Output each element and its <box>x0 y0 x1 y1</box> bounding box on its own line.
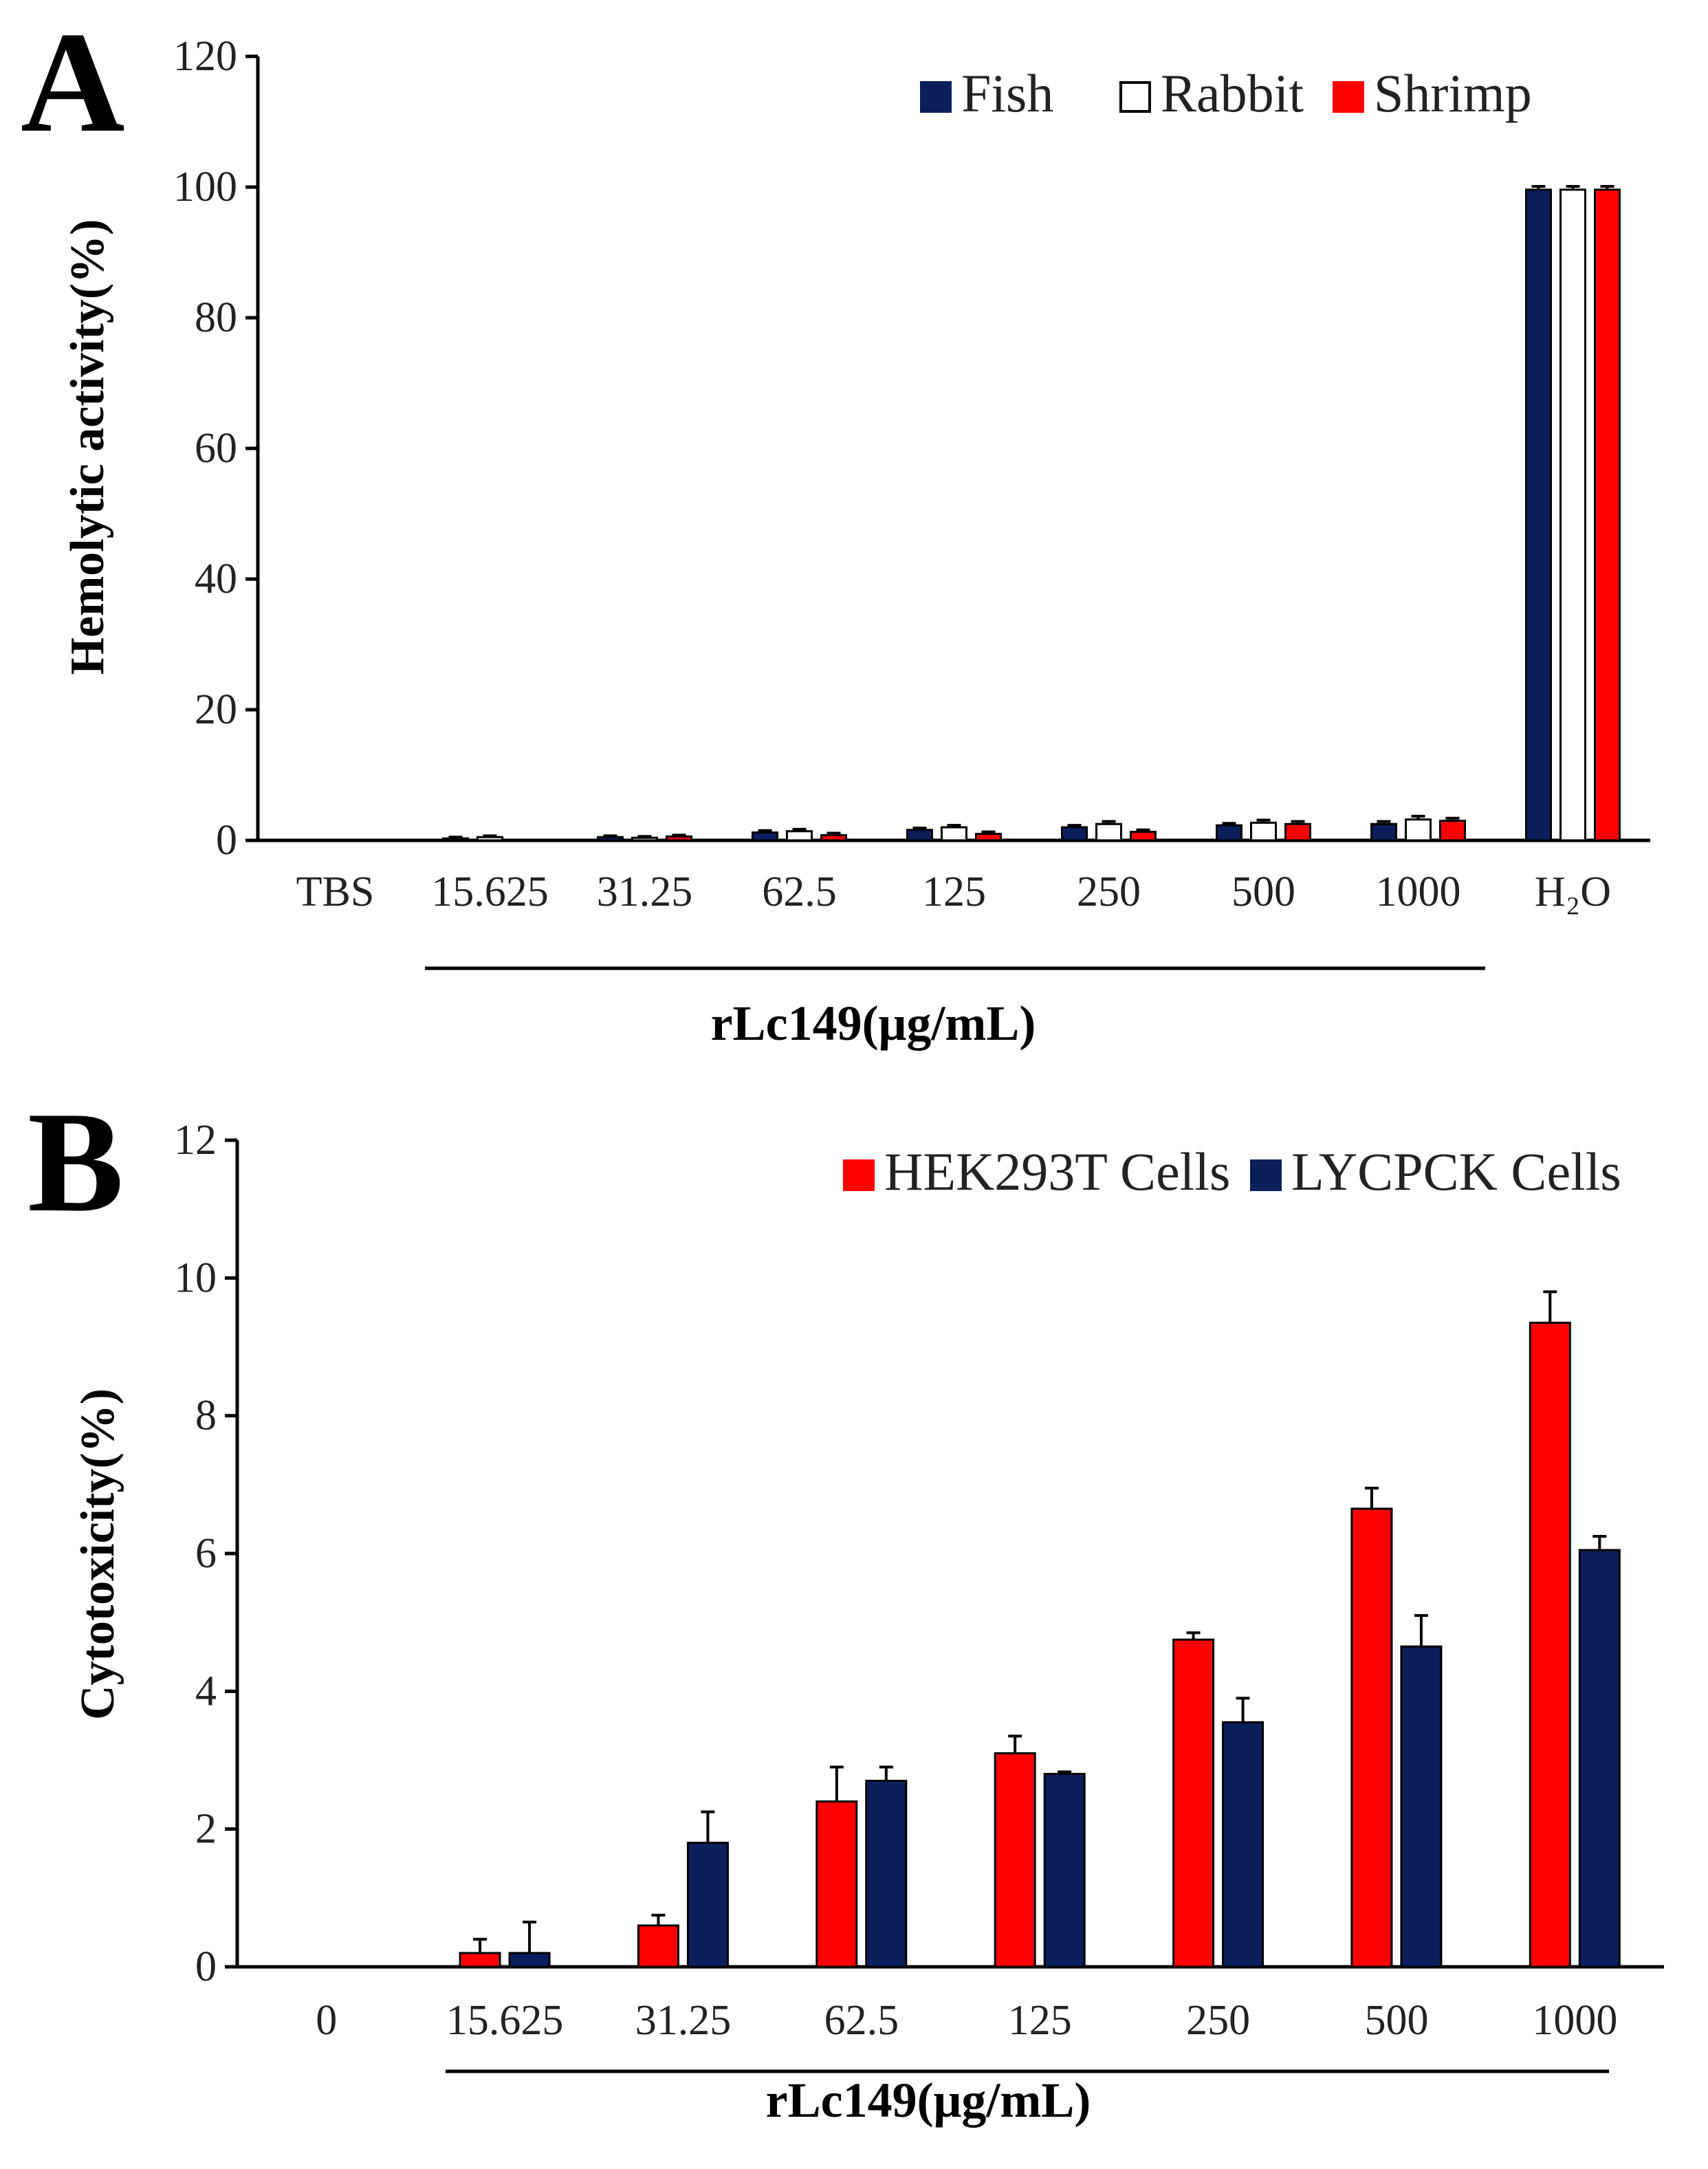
bar <box>865 1780 908 1968</box>
bar <box>1439 820 1466 842</box>
y-tick-label: 12 <box>174 1117 217 1164</box>
bar <box>631 836 658 842</box>
bar <box>1216 824 1242 842</box>
legend-swatch <box>1119 81 1151 113</box>
bar <box>994 1752 1036 1968</box>
bar <box>975 833 1002 842</box>
y-tick-label: 20 <box>195 686 237 733</box>
y-tick-label: 4 <box>195 1668 217 1714</box>
y-tick-label: 0 <box>216 817 237 864</box>
bar <box>786 830 813 842</box>
panel-a-ylabel: Hemolytic activity(%) <box>61 219 114 675</box>
bar <box>820 833 847 842</box>
x-tick-label: 250 <box>1186 1997 1250 2044</box>
bar <box>1284 822 1311 842</box>
x-tick-label: 31.25 <box>597 869 693 915</box>
bar <box>941 826 967 842</box>
x-tick-label: 1000 <box>1376 869 1461 915</box>
y-tick-label: 0 <box>195 1943 217 1990</box>
y-tick-label: 120 <box>173 33 237 80</box>
legend-entry: Fish <box>961 63 1053 123</box>
bar <box>1370 822 1397 842</box>
bar <box>1594 188 1621 842</box>
x-tick-label: 250 <box>1077 869 1141 915</box>
bar <box>508 1952 551 1968</box>
legend-entry: HEK293T Cells <box>884 1142 1230 1201</box>
bar <box>1578 1549 1621 1968</box>
legend-entry: Rabbit <box>1161 63 1304 123</box>
legend-swatch <box>1250 1159 1282 1191</box>
bar <box>442 837 469 842</box>
panel-b: B Cytotoxicity(%) rLc149(μg/mL) 0 2 4 6 8 10 1… <box>28 1082 1664 2128</box>
bar <box>686 1842 729 1968</box>
bar <box>1559 188 1586 842</box>
bar <box>815 1800 858 1968</box>
panel-a-label: A <box>21 3 125 162</box>
bar <box>459 1952 501 1968</box>
bar <box>1525 188 1552 842</box>
y-tick-label: 2 <box>195 1806 217 1853</box>
x-tick-label: 0 <box>316 1997 337 2044</box>
legend-swatch <box>920 81 952 113</box>
bar <box>477 836 503 842</box>
y-tick-label: 10 <box>174 1254 217 1301</box>
y-tick-label: 60 <box>195 425 237 472</box>
bar <box>1250 821 1277 842</box>
panel-a-xlabel: rLc149(μg/mL) <box>711 996 1036 1051</box>
x-tick-label: TBS <box>296 869 375 915</box>
y-tick-label: 40 <box>195 556 237 602</box>
bar <box>1529 1321 1571 1968</box>
panel-a-legend: Fish Rabbit Shrimp <box>920 63 1532 123</box>
legend-swatch <box>1333 81 1364 113</box>
panel-b-plot: 0 2 4 6 8 10 12 0 15.625 31.25 62.5 125 250 500 1000 <box>174 1117 1664 2044</box>
bar <box>1130 831 1157 842</box>
x-tick-label: 15.625 <box>446 1997 564 2044</box>
bar <box>1043 1773 1086 1968</box>
legend-entry: Shrimp <box>1374 63 1532 123</box>
bar <box>1400 1645 1443 1968</box>
y-tick-label: 6 <box>195 1530 217 1577</box>
bar <box>637 1924 679 1968</box>
x-tick-label: 31.25 <box>635 1997 732 2044</box>
bar <box>597 836 624 842</box>
y-tick-label: 100 <box>173 164 237 210</box>
bar <box>1405 818 1432 842</box>
y-tick-label: 80 <box>195 294 237 341</box>
panel-b-legend: HEK293T Cells LYCPCK Cells <box>843 1142 1621 1201</box>
x-tick-label: 1000 <box>1532 1997 1617 2044</box>
panel-a: A Hemolytic activity(%) rLc149(μg/mL) 0 2… <box>21 3 1650 1051</box>
bar <box>666 835 692 842</box>
x-tick-label: 62.5 <box>762 869 837 915</box>
x-tick-label: 500 <box>1231 869 1295 915</box>
x-tick-label: 125 <box>922 869 986 915</box>
bar <box>1350 1507 1393 1968</box>
x-tick-label: 500 <box>1364 1997 1428 2044</box>
panel-b-xlabel: rLc149(μg/mL) <box>766 2073 1091 2128</box>
bar <box>906 829 933 842</box>
x-tick-label: 62.5 <box>824 1997 899 2044</box>
panel-a-plot: 0 20 40 60 80 100 120 TBS 15.625 31.25 62.5 125 250 5… <box>173 33 1650 915</box>
legend-swatch <box>843 1159 875 1191</box>
panel-b-label: B <box>28 1082 124 1242</box>
x-tick-label: 15.625 <box>431 869 549 915</box>
bar <box>1172 1638 1215 1968</box>
legend-entry: LYCPCK Cells <box>1291 1142 1621 1201</box>
x-tick-label: H₂O <box>1535 869 1611 915</box>
bar <box>1222 1721 1264 1968</box>
y-tick-label: 8 <box>195 1393 217 1439</box>
bar <box>752 831 778 842</box>
bar <box>1095 822 1122 842</box>
bar <box>1061 826 1088 842</box>
panel-b-ylabel: Cytotoxicity(%) <box>72 1388 124 1720</box>
x-tick-label: 125 <box>1008 1997 1072 2044</box>
